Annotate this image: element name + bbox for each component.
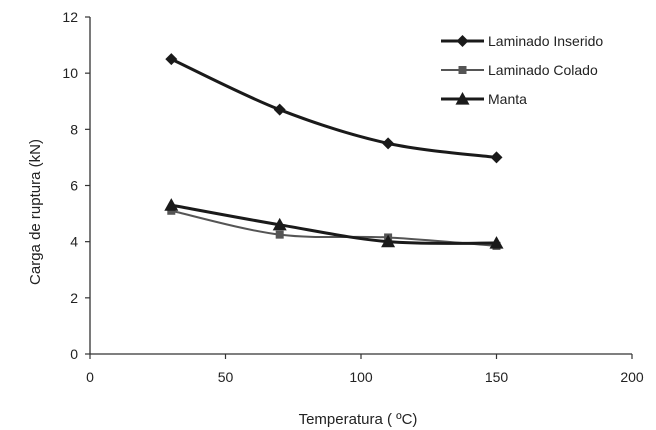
data-point: [275, 230, 284, 239]
series-2: [164, 198, 504, 249]
y-tick-label: 12: [62, 9, 78, 25]
y-axis-title: Carga de ruptura (kN): [27, 139, 44, 285]
x-tick-label: 0: [86, 369, 94, 385]
series-line: [170, 57, 497, 159]
legend-label: Laminado Colado: [488, 62, 598, 78]
y-tick-label: 4: [70, 234, 78, 250]
y-tick-label: 10: [62, 65, 78, 81]
data-point: [164, 198, 179, 211]
series-layer: [164, 53, 504, 250]
axes: 0 2 4 6 8 10 12 0 50 100 150 200: [62, 9, 643, 385]
data-point: [382, 137, 395, 150]
legend-marker: [455, 92, 470, 105]
x-tick-label: 100: [349, 369, 373, 385]
data-point: [489, 236, 504, 249]
data-point: [273, 103, 286, 116]
y-tick-label: 2: [70, 290, 78, 306]
data-point: [272, 217, 287, 231]
data-point: [165, 53, 178, 66]
data-point: [490, 151, 503, 164]
legend-marker: [456, 35, 469, 47]
x-tick-label: 200: [620, 369, 644, 385]
series-0: [165, 53, 503, 164]
x-axis-title: Temperatura ( ºC): [299, 411, 418, 428]
y-tick-label: 8: [70, 121, 78, 137]
legend-marker: [458, 66, 467, 74]
y-tick-label: 0: [70, 346, 78, 362]
legend-label: Manta: [488, 91, 527, 107]
y-tick-label: 6: [70, 178, 78, 194]
data-point: [167, 206, 176, 215]
legend: Laminado Inserido Laminado Colado Manta: [441, 33, 603, 107]
series-line: [171, 209, 497, 247]
x-tick-label: 50: [218, 369, 234, 385]
series-line: [171, 203, 497, 245]
data-point: [381, 234, 396, 248]
x-tick-label: 150: [485, 369, 509, 385]
legend-label: Laminado Inserido: [488, 33, 603, 49]
